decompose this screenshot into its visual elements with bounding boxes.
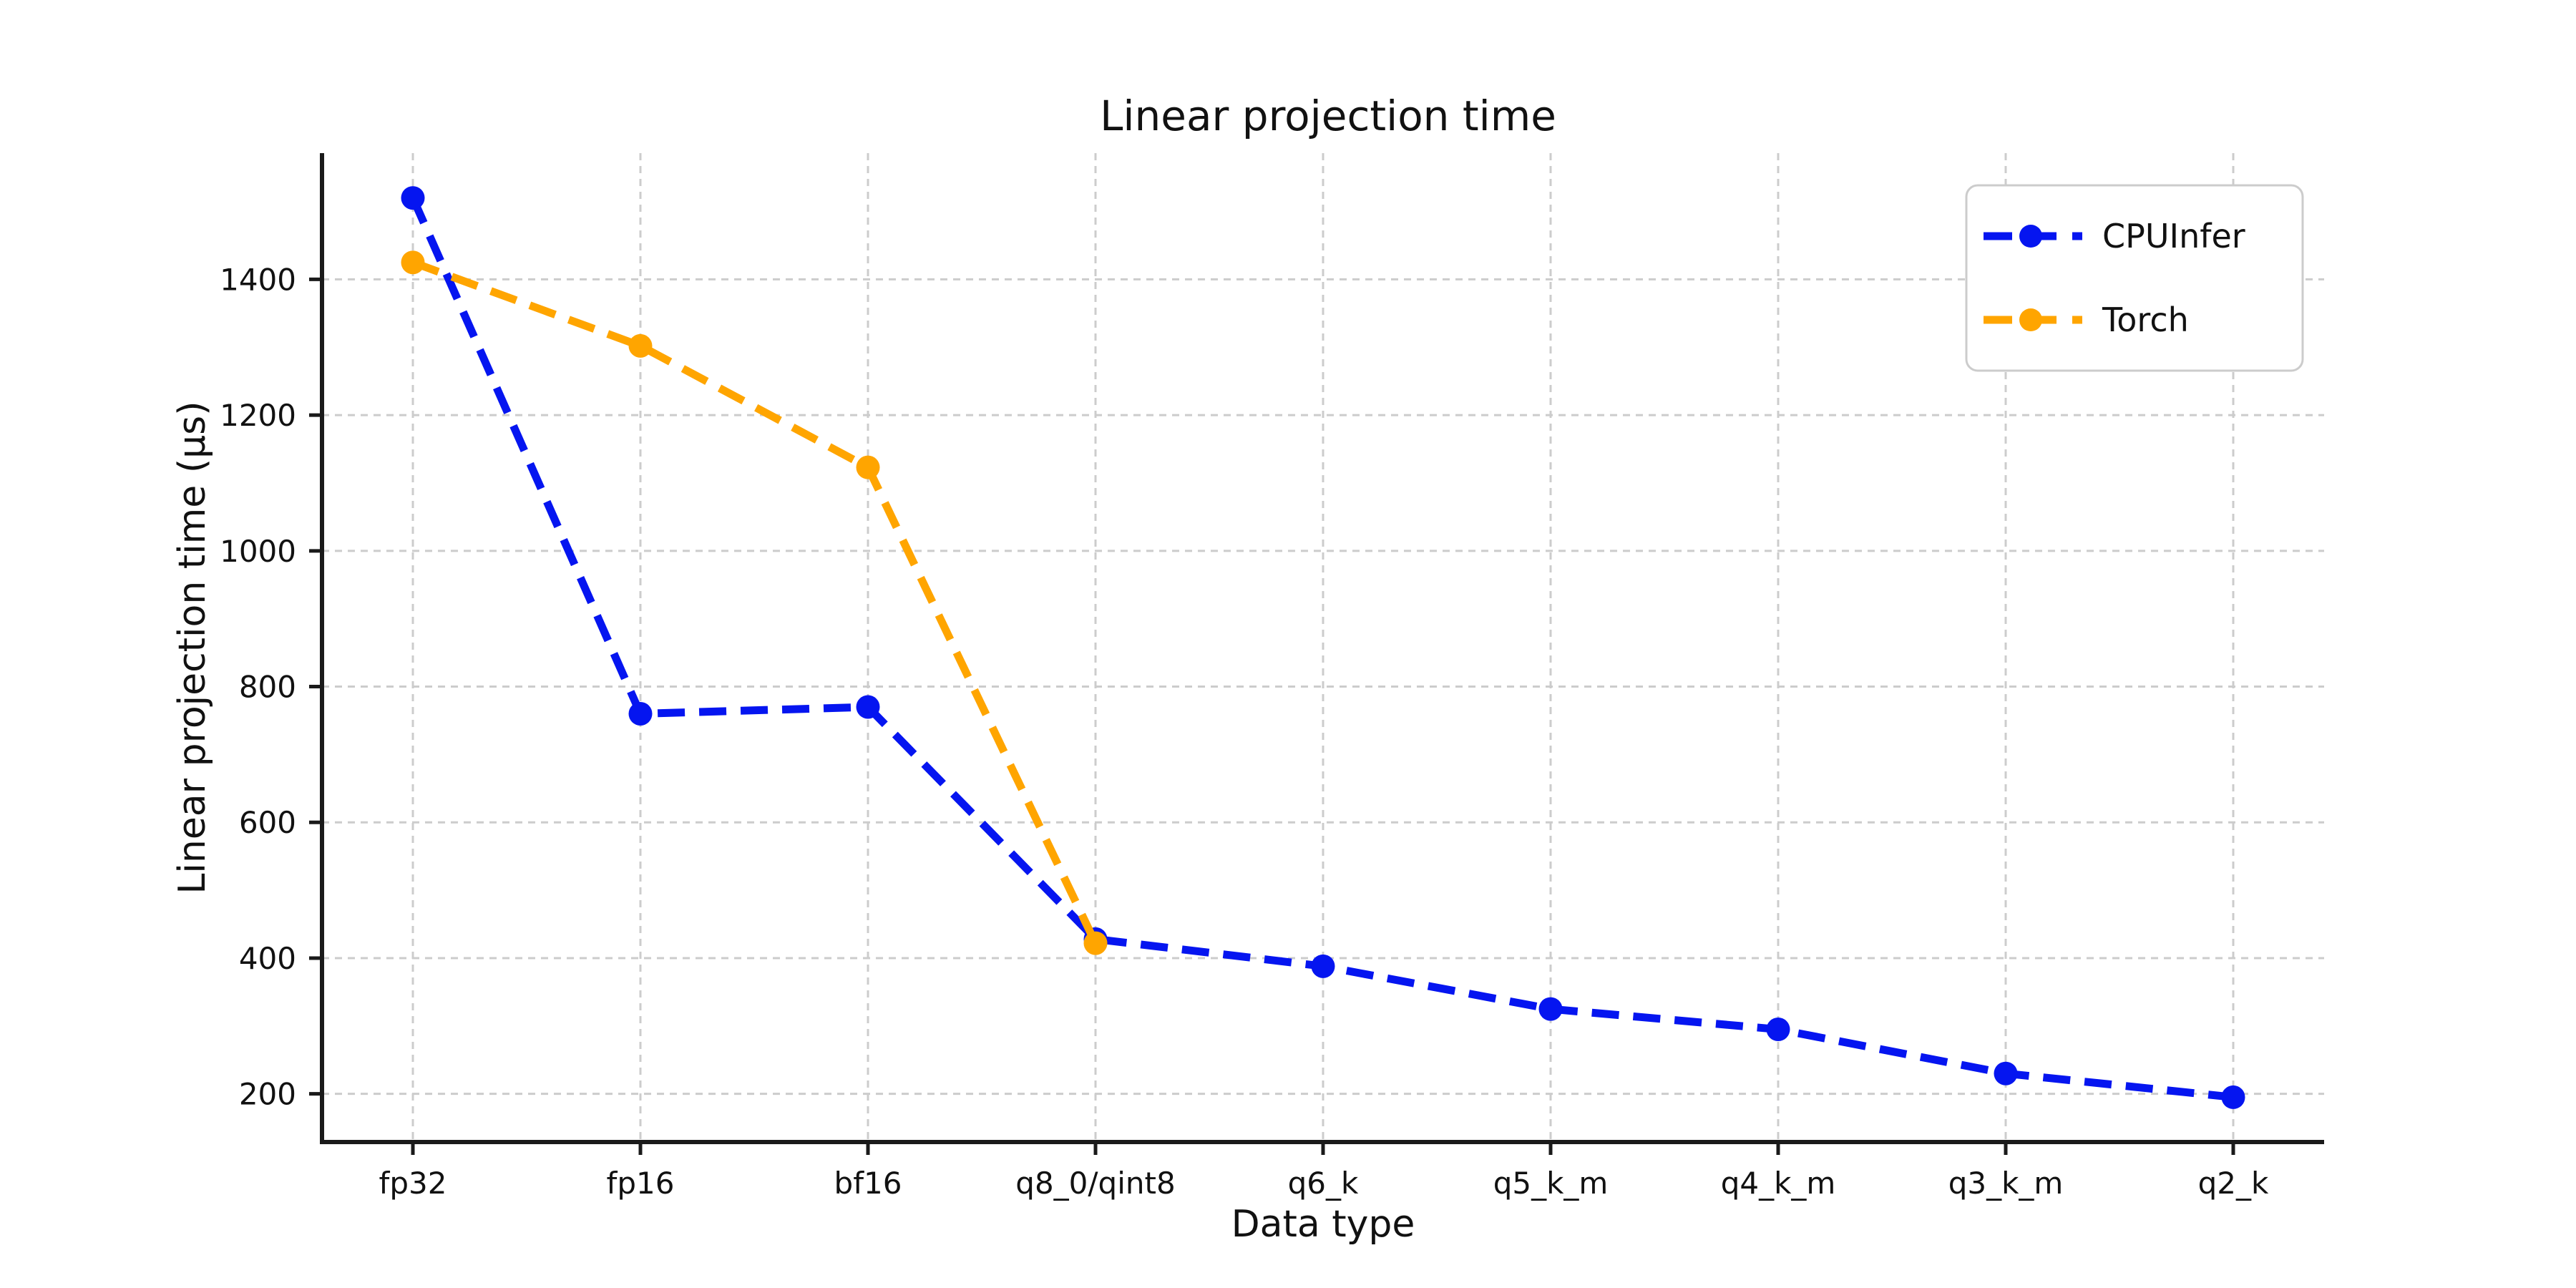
x-tick-label: bf16 xyxy=(834,1166,902,1201)
data-point-cpuinfer xyxy=(1538,997,1563,1021)
data-point-cpuinfer xyxy=(2221,1085,2245,1109)
y-tick-label: 1200 xyxy=(220,398,296,433)
x-tick-label: fp16 xyxy=(607,1166,675,1201)
x-tick-label: fp32 xyxy=(379,1166,447,1201)
series-line-torch xyxy=(411,258,1099,945)
axis-spines xyxy=(320,153,2324,1144)
legend-label-cpuinfer: CPUInfer xyxy=(2102,217,2245,255)
legend-box xyxy=(1965,184,2304,372)
data-point-cpuinfer xyxy=(856,695,880,719)
data-point-cpuinfer xyxy=(1994,1061,2018,1085)
legend-item-cpuinfer: CPUInfer xyxy=(1984,217,2245,255)
data-point-cpuinfer xyxy=(628,701,653,726)
y-axis-label: Linear projection time (μs) xyxy=(171,401,214,894)
data-point-cpuinfer xyxy=(1766,1018,1790,1042)
data-point-torch xyxy=(856,455,880,479)
data-series xyxy=(401,186,2245,1109)
data-point-torch xyxy=(401,250,425,275)
legend-marker-cpuinfer xyxy=(2019,225,2042,248)
y-tick-label: 800 xyxy=(239,670,296,705)
y-tick-label: 1000 xyxy=(220,534,296,569)
y-tick-label: 600 xyxy=(239,805,296,840)
legend-label-torch: Torch xyxy=(2102,301,2189,339)
tick-labels: fp32 fp16 bf16 q8_0/qint8 q6_k q5_k_m q4_k_m q3… xyxy=(220,262,2269,1201)
x-tick-label: q3_k_m xyxy=(1948,1166,2064,1201)
legend-item-torch: Torch xyxy=(1984,301,2189,339)
y-tick-label: 200 xyxy=(239,1077,296,1112)
x-axis-label: Data type xyxy=(1231,1203,1415,1246)
data-point-cpuinfer xyxy=(1311,954,1335,978)
y-tick-label: 1400 xyxy=(220,262,296,297)
x-tick-label: q8_0/qint8 xyxy=(1015,1166,1175,1201)
data-point-torch xyxy=(628,333,653,358)
axis-ticks xyxy=(309,277,2235,1155)
x-tick-label: q6_k xyxy=(1288,1166,1359,1201)
data-point-cpuinfer xyxy=(401,186,425,210)
chart-title: Linear projection time xyxy=(1100,92,1556,140)
x-tick-label: q5_k_m xyxy=(1493,1166,1609,1201)
y-tick-label: 400 xyxy=(239,941,296,976)
x-tick-label: q4_k_m xyxy=(1721,1166,1836,1201)
x-tick-label: q2_k xyxy=(2198,1166,2269,1201)
data-point-torch xyxy=(1083,931,1108,955)
legend-marker-torch xyxy=(2019,308,2042,331)
legend: CPUInfer Torch xyxy=(1965,184,2304,372)
